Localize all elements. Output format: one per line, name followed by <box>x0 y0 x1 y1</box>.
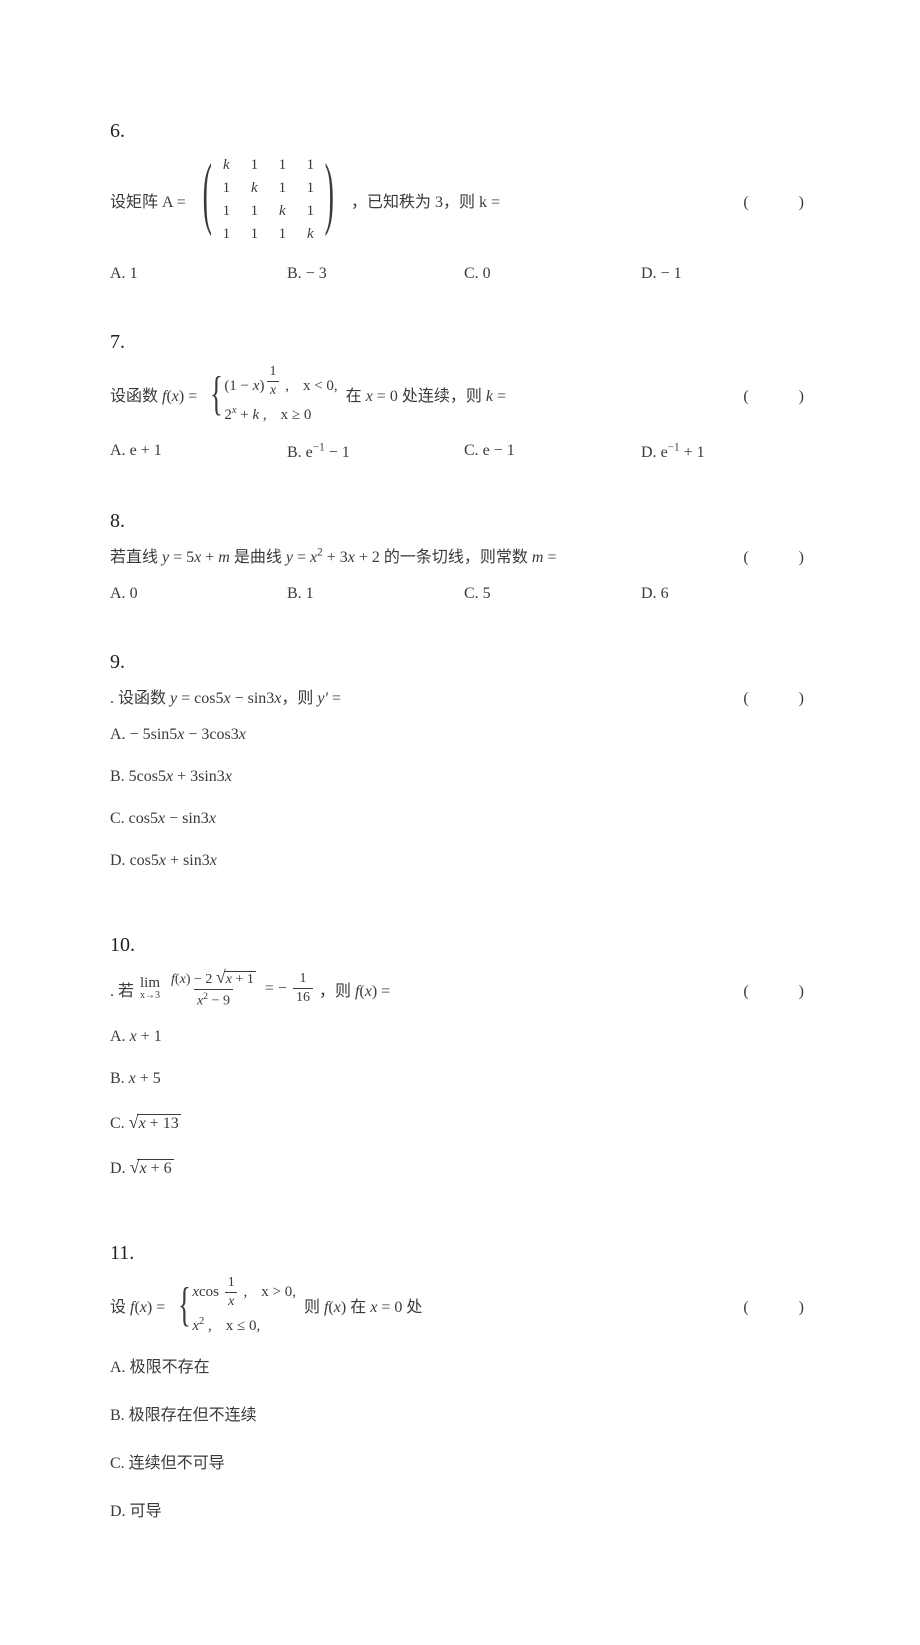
question-8: 8. 若直线 y = 5x + m 是曲线 y = x2 + 3x + 2 的一… <box>110 510 810 603</box>
question-number: 6. <box>110 120 810 143</box>
option-d: D.cos5x + sin3x <box>110 852 460 870</box>
answer-blank: ( ) <box>743 977 810 1001</box>
option-a: A.0 <box>110 585 279 603</box>
question-10: 10. . 若 lim x→3 f(x) − 2 √x + 1 x2 − 9 =… <box>110 934 810 1194</box>
option-d: D.− 1 <box>641 265 810 283</box>
option-a: A.− 5sin5x − 3cos3x <box>110 726 460 744</box>
question-6: 6. 设矩阵 A = ( k111 1k11 11k1 111k ) ，已知秩为… <box>110 120 810 283</box>
question-11: 11. 设 f(x) = { xcos 1x , x > 0, x2 , x ≤… <box>110 1242 810 1537</box>
stem-text: 若直线 y = 5x + m 是曲线 y = x2 + 3x + 2 的一条切线… <box>110 543 556 567</box>
option-b: B.极限存在但不连续 <box>110 1401 460 1425</box>
question-number: 9. <box>110 651 810 674</box>
question-stem: 设 f(x) = { xcos 1x , x > 0, x2 , x ≤ 0, … <box>110 1275 810 1335</box>
question-7: 7. 设函数 f(x) = { (1 − x)1x ,x < 0, 2x + k… <box>110 331 810 462</box>
answer-blank: ( ) <box>743 382 810 406</box>
option-d: D.可导 <box>110 1497 460 1521</box>
stem-suffix: 则 f(x) 在 x = 0 处 <box>304 1293 422 1317</box>
option-b: B.1 <box>287 585 456 603</box>
question-number: 8. <box>110 510 810 533</box>
option-a: A.极限不存在 <box>110 1353 460 1377</box>
stem-suffix: ，已知秩为 3，则 k = <box>351 188 500 212</box>
stem-suffix: 在 x = 0 处连续，则 k = <box>346 382 506 406</box>
option-c: C.5 <box>464 585 633 603</box>
option-c: C.e − 1 <box>464 442 633 462</box>
question-stem: . 设函数 y = cos5x − sin3x，则 y′ = ( ) <box>110 684 810 708</box>
fraction: f(x) − 2 √x + 1 x2 − 9 <box>168 967 259 1010</box>
answer-blank: ( ) <box>743 684 810 708</box>
question-number: 10. <box>110 934 810 957</box>
option-a: A.1 <box>110 265 279 283</box>
options: A.e + 1 B.e−1 − 1 C.e − 1 D.e−1 + 1 <box>110 442 810 462</box>
option-c: C.cos5x − sin3x <box>110 810 460 828</box>
option-b: B.e−1 − 1 <box>287 442 456 462</box>
piecewise: { xcos 1x , x > 0, x2 , x ≤ 0, <box>173 1275 296 1335</box>
option-b: B.x + 5 <box>110 1070 460 1088</box>
piecewise: { (1 − x)1x ,x < 0, 2x + k ,x ≥ 0 <box>205 364 337 424</box>
answer-blank: ( ) <box>743 543 810 567</box>
stem-prefix: 设矩阵 A = <box>110 188 186 212</box>
stem-prefix: 设函数 f(x) = <box>110 382 197 406</box>
option-d: D.6 <box>641 585 810 603</box>
options: A.极限不存在 B.极限存在但不连续 C.连续但不可导 D.可导 <box>110 1353 810 1537</box>
limit: lim x→3 <box>140 976 160 1001</box>
option-a: A.x + 1 <box>110 1028 460 1046</box>
matrix: ( k111 1k11 11k1 111k ) <box>194 153 343 247</box>
stem-prefix: 设 f(x) = <box>110 1293 165 1317</box>
options: A.1 B.− 3 C.0 D.− 1 <box>110 265 810 283</box>
option-c: C.0 <box>464 265 633 283</box>
question-number: 11. <box>110 1242 810 1265</box>
answer-blank: ( ) <box>743 1293 810 1317</box>
option-a: A.e + 1 <box>110 442 279 462</box>
question-stem: 设函数 f(x) = { (1 − x)1x ,x < 0, 2x + k ,x… <box>110 364 810 424</box>
options: A.0 B.1 C.5 D.6 <box>110 585 810 603</box>
option-d: D.√x + 6 <box>110 1157 460 1178</box>
option-b: B.− 3 <box>287 265 456 283</box>
option-c: C.连续但不可导 <box>110 1449 460 1473</box>
question-number: 7. <box>110 331 810 354</box>
answer-blank: ( ) <box>743 188 810 212</box>
options: A.x + 1 B.x + 5 C.√x + 13 D.√x + 6 <box>110 1028 810 1194</box>
option-b: B.5cos5x + 3sin3x <box>110 768 460 786</box>
stem-text: . 设函数 y = cos5x − sin3x，则 y′ = <box>110 684 341 708</box>
option-c: C.√x + 13 <box>110 1112 460 1133</box>
question-stem: 若直线 y = 5x + m 是曲线 y = x2 + 3x + 2 的一条切线… <box>110 543 810 567</box>
options: A.− 5sin5x − 3cos3x B.5cos5x + 3sin3x C.… <box>110 726 810 886</box>
question-9: 9. . 设函数 y = cos5x − sin3x，则 y′ = ( ) A.… <box>110 651 810 886</box>
question-stem: 设矩阵 A = ( k111 1k11 11k1 111k ) ，已知秩为 3，… <box>110 153 810 247</box>
question-stem: . 若 lim x→3 f(x) − 2 √x + 1 x2 − 9 = − 1… <box>110 967 810 1010</box>
option-d: D.e−1 + 1 <box>641 442 810 462</box>
